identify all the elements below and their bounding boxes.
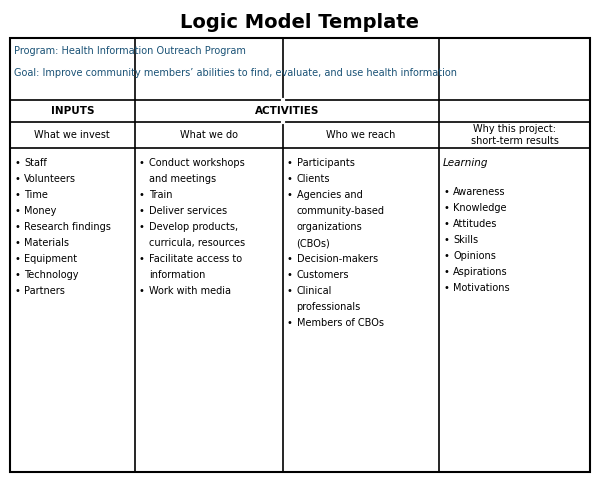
Text: Decision-makers: Decision-makers [296, 254, 378, 264]
Text: (CBOs): (CBOs) [296, 238, 331, 248]
Text: •: • [287, 286, 292, 296]
Text: •: • [443, 283, 449, 293]
Text: Train: Train [149, 190, 172, 200]
Text: and meetings: and meetings [149, 174, 216, 184]
Text: •: • [14, 222, 20, 232]
Text: What we invest: What we invest [34, 130, 110, 140]
Text: Participants: Participants [296, 158, 355, 168]
Text: •: • [14, 254, 20, 264]
Text: Clients: Clients [296, 174, 330, 184]
Text: Aspirations: Aspirations [453, 267, 508, 277]
Text: professionals: professionals [296, 302, 361, 312]
Text: •: • [443, 267, 449, 277]
Text: Skills: Skills [453, 235, 478, 245]
Text: •: • [443, 235, 449, 245]
Text: •: • [14, 174, 20, 184]
Text: Goal: Improve community members’ abilities to find, evaluate, and use health inf: Goal: Improve community members’ abiliti… [14, 68, 457, 78]
Text: Members of CBOs: Members of CBOs [296, 318, 383, 328]
Text: •: • [287, 270, 292, 280]
Text: •: • [443, 251, 449, 261]
Text: Who we reach: Who we reach [326, 130, 395, 140]
Text: Partners: Partners [24, 286, 65, 296]
Text: •: • [14, 238, 20, 248]
Text: ACTIVITIES: ACTIVITIES [255, 106, 319, 116]
Text: What we do: What we do [179, 130, 238, 140]
Text: Money: Money [24, 206, 56, 216]
Text: Technology: Technology [24, 270, 79, 280]
Text: •: • [14, 190, 20, 200]
Text: •: • [139, 158, 145, 168]
Text: •: • [14, 270, 20, 280]
Text: Materials: Materials [24, 238, 69, 248]
Text: Awareness: Awareness [453, 187, 506, 197]
Text: Clinical: Clinical [296, 286, 332, 296]
Text: Research findings: Research findings [24, 222, 111, 232]
Text: Staff: Staff [24, 158, 47, 168]
Text: •: • [443, 187, 449, 197]
Text: •: • [287, 318, 292, 328]
Text: •: • [139, 222, 145, 232]
Text: Facilitate access to: Facilitate access to [149, 254, 242, 264]
Text: •: • [287, 254, 292, 264]
Text: Time: Time [24, 190, 48, 200]
Text: Customers: Customers [296, 270, 349, 280]
Text: •: • [139, 254, 145, 264]
Text: Knowledge: Knowledge [453, 203, 506, 213]
Text: •: • [139, 190, 145, 200]
Text: •: • [443, 203, 449, 213]
Text: community-based: community-based [296, 206, 385, 216]
Text: organizations: organizations [296, 222, 362, 232]
Text: curricula, resources: curricula, resources [149, 238, 245, 248]
Text: •: • [14, 286, 20, 296]
Text: Deliver services: Deliver services [149, 206, 227, 216]
Text: Conduct workshops: Conduct workshops [149, 158, 244, 168]
Text: •: • [139, 206, 145, 216]
Text: Attitudes: Attitudes [453, 219, 497, 229]
Text: Why this project:
short-term results: Why this project: short-term results [470, 124, 559, 146]
Text: INPUTS: INPUTS [50, 106, 94, 116]
Text: Motivations: Motivations [453, 283, 510, 293]
Text: •: • [287, 174, 292, 184]
Text: •: • [287, 190, 292, 200]
Text: Agencies and: Agencies and [296, 190, 362, 200]
Text: •: • [14, 206, 20, 216]
Text: information: information [149, 270, 205, 280]
Text: Program: Health Information Outreach Program: Program: Health Information Outreach Pro… [14, 46, 246, 56]
Text: Opinions: Opinions [453, 251, 496, 261]
Text: •: • [139, 286, 145, 296]
Text: •: • [287, 158, 292, 168]
Text: Learning: Learning [443, 158, 488, 168]
Text: Develop products,: Develop products, [149, 222, 238, 232]
Text: •: • [443, 219, 449, 229]
Text: Equipment: Equipment [24, 254, 77, 264]
Text: Volunteers: Volunteers [24, 174, 76, 184]
Text: Logic Model Template: Logic Model Template [181, 13, 419, 31]
Text: •: • [14, 158, 20, 168]
Text: Work with media: Work with media [149, 286, 230, 296]
